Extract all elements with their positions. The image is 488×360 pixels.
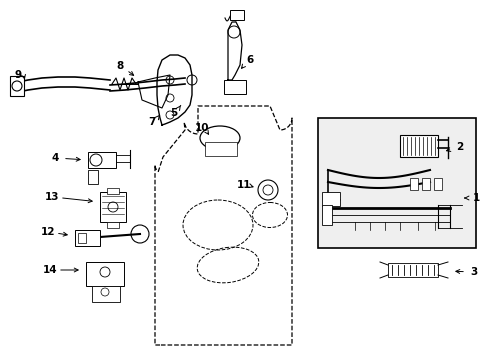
Text: 10: 10 bbox=[194, 123, 209, 133]
FancyBboxPatch shape bbox=[78, 233, 86, 243]
FancyBboxPatch shape bbox=[421, 178, 429, 190]
FancyBboxPatch shape bbox=[409, 178, 417, 190]
FancyBboxPatch shape bbox=[204, 142, 237, 156]
Text: 2: 2 bbox=[455, 142, 463, 152]
FancyBboxPatch shape bbox=[88, 170, 98, 184]
Text: 7: 7 bbox=[148, 117, 155, 127]
FancyBboxPatch shape bbox=[10, 76, 24, 96]
FancyBboxPatch shape bbox=[100, 192, 126, 222]
Text: 13: 13 bbox=[45, 192, 59, 202]
Text: 8: 8 bbox=[116, 61, 123, 71]
FancyBboxPatch shape bbox=[107, 222, 119, 228]
Text: 12: 12 bbox=[41, 227, 55, 237]
Text: 11: 11 bbox=[236, 180, 251, 190]
FancyBboxPatch shape bbox=[399, 135, 437, 157]
Text: 3: 3 bbox=[469, 267, 477, 277]
Text: 14: 14 bbox=[42, 265, 57, 275]
Text: 1: 1 bbox=[471, 193, 479, 203]
Text: 9: 9 bbox=[15, 70, 21, 80]
FancyBboxPatch shape bbox=[86, 262, 124, 286]
Text: 5: 5 bbox=[170, 108, 177, 118]
FancyBboxPatch shape bbox=[321, 205, 331, 225]
Text: 6: 6 bbox=[246, 55, 253, 65]
Text: 4: 4 bbox=[51, 153, 59, 163]
FancyBboxPatch shape bbox=[229, 10, 244, 20]
FancyBboxPatch shape bbox=[92, 286, 120, 302]
FancyBboxPatch shape bbox=[75, 230, 100, 246]
FancyBboxPatch shape bbox=[317, 118, 475, 248]
FancyBboxPatch shape bbox=[224, 80, 245, 94]
FancyBboxPatch shape bbox=[387, 263, 437, 277]
FancyBboxPatch shape bbox=[107, 188, 119, 194]
FancyBboxPatch shape bbox=[88, 152, 116, 168]
FancyBboxPatch shape bbox=[321, 192, 339, 206]
FancyBboxPatch shape bbox=[433, 178, 441, 190]
